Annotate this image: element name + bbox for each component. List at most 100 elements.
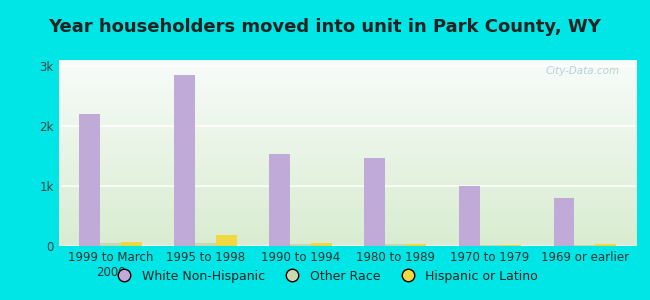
- Bar: [58, 155, 637, 156]
- Bar: [58, 189, 637, 190]
- Bar: [58, 75, 637, 76]
- Bar: [58, 152, 637, 153]
- Bar: [58, 237, 637, 238]
- Bar: [58, 193, 637, 194]
- Bar: [195, 243, 216, 246]
- Bar: [58, 166, 637, 167]
- Bar: [58, 127, 637, 128]
- Bar: [58, 85, 637, 86]
- Bar: [58, 204, 637, 205]
- Bar: [58, 68, 637, 69]
- Bar: [58, 197, 637, 198]
- Bar: [58, 118, 637, 119]
- Bar: [58, 175, 637, 176]
- Bar: [58, 147, 637, 148]
- Bar: [58, 227, 637, 228]
- Bar: [58, 83, 637, 84]
- Bar: [58, 131, 637, 132]
- Bar: [58, 200, 637, 201]
- Bar: [58, 100, 637, 101]
- Bar: [58, 129, 637, 130]
- Bar: [58, 211, 637, 212]
- Bar: [58, 98, 637, 99]
- Bar: [58, 209, 637, 210]
- Bar: [58, 241, 637, 242]
- Bar: [58, 242, 637, 243]
- Bar: [459, 186, 480, 246]
- Bar: [58, 90, 637, 91]
- Bar: [58, 240, 637, 241]
- Bar: [58, 179, 637, 180]
- Bar: [58, 161, 637, 162]
- Text: City-Data.com: City-Data.com: [545, 66, 619, 76]
- Bar: [58, 101, 637, 102]
- Bar: [174, 75, 195, 246]
- Bar: [58, 221, 637, 222]
- Bar: [58, 120, 637, 122]
- Bar: [58, 124, 637, 125]
- Bar: [58, 173, 637, 174]
- Bar: [58, 225, 637, 226]
- Bar: [58, 91, 637, 92]
- Bar: [58, 208, 637, 209]
- Bar: [58, 105, 637, 106]
- Bar: [58, 181, 637, 182]
- Bar: [58, 84, 637, 85]
- Bar: [58, 171, 637, 172]
- Bar: [58, 216, 637, 217]
- Bar: [58, 111, 637, 112]
- Bar: [58, 188, 637, 189]
- Bar: [58, 110, 637, 111]
- Bar: [58, 168, 637, 169]
- Bar: [58, 159, 637, 160]
- Bar: [58, 212, 637, 214]
- Bar: [58, 113, 637, 114]
- Bar: [58, 163, 637, 164]
- Bar: [58, 96, 637, 97]
- Bar: [58, 154, 637, 155]
- Bar: [58, 176, 637, 177]
- Bar: [58, 123, 637, 124]
- Bar: [58, 238, 637, 239]
- Bar: [58, 162, 637, 163]
- Bar: [58, 223, 637, 224]
- Legend: White Non-Hispanic, Other Race, Hispanic or Latino: White Non-Hispanic, Other Race, Hispanic…: [107, 265, 543, 288]
- Bar: [58, 169, 637, 170]
- Bar: [58, 133, 637, 134]
- Bar: [58, 235, 637, 236]
- Bar: [58, 77, 637, 78]
- Bar: [58, 194, 637, 195]
- Bar: [58, 142, 637, 143]
- Bar: [58, 238, 637, 239]
- Bar: [58, 174, 637, 175]
- Bar: [58, 153, 637, 154]
- Bar: [58, 202, 637, 203]
- Bar: [58, 207, 637, 208]
- Bar: [58, 177, 637, 178]
- Bar: [58, 224, 637, 225]
- Bar: [58, 87, 637, 88]
- Bar: [58, 82, 637, 83]
- Bar: [58, 206, 637, 207]
- Bar: [58, 232, 637, 233]
- Bar: [58, 107, 637, 108]
- Bar: [58, 239, 637, 240]
- Bar: [58, 63, 637, 64]
- Bar: [58, 185, 637, 187]
- Bar: [58, 151, 637, 152]
- Bar: [58, 60, 637, 61]
- Bar: [58, 122, 637, 123]
- Bar: [406, 244, 426, 246]
- Bar: [58, 150, 637, 151]
- Bar: [58, 214, 637, 215]
- Bar: [58, 69, 637, 70]
- Bar: [58, 88, 637, 89]
- Bar: [58, 199, 637, 200]
- Bar: [58, 126, 637, 127]
- Bar: [58, 149, 637, 150]
- Bar: [58, 115, 637, 116]
- Bar: [58, 108, 637, 109]
- Bar: [58, 137, 637, 138]
- Bar: [58, 219, 637, 220]
- Bar: [311, 243, 332, 246]
